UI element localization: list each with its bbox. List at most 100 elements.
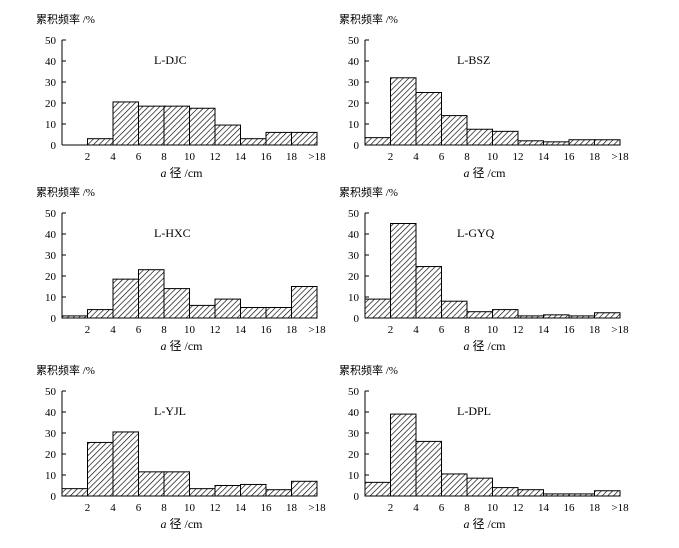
x-tick-label: 10: [184, 502, 196, 514]
x-tick-label: 4: [413, 151, 419, 163]
histogram-bar: [441, 300, 468, 319]
histogram-bar: [138, 269, 165, 319]
y-tick-label: 30: [45, 77, 57, 89]
x-tick-label: 8: [161, 324, 167, 336]
x-tick-label: >18: [308, 151, 326, 163]
x-tick-label: 8: [464, 151, 470, 163]
x-tick-label: 16: [261, 151, 273, 163]
y-tick-label: 10: [348, 119, 360, 131]
histogram-bar: [466, 311, 493, 319]
x-tick-label: 12: [210, 502, 221, 514]
y-tick-label: 30: [348, 77, 360, 89]
x-axis-label: a 径 /cm: [464, 517, 507, 531]
histogram-bar: [163, 288, 190, 319]
histogram-bar: [466, 128, 493, 146]
y-tick-label: 20: [348, 98, 360, 110]
x-tick-label: 6: [439, 324, 445, 336]
histogram-bar: [364, 481, 391, 497]
x-tick-label: 10: [184, 151, 196, 163]
y-tick-label: 0: [51, 140, 57, 152]
panel-title: L-DJC: [154, 53, 187, 67]
histogram-bar: [189, 107, 216, 146]
x-tick-label: 2: [85, 324, 91, 336]
histogram-bar: [87, 138, 114, 146]
x-tick-label: >18: [611, 151, 629, 163]
y-tick-label: 50: [348, 35, 360, 47]
histogram-bar: [364, 298, 391, 319]
y-tick-label: 0: [51, 491, 57, 503]
x-tick-label: 10: [487, 324, 499, 336]
y-tick-label: 10: [348, 470, 360, 482]
histogram-bar: [87, 441, 114, 497]
chart-panel: 累积频率 /% 0 10 20 30 40 50 2 4 6 8 10 12 14 16 18 >18 a 径 /…: [36, 185, 326, 353]
histogram-bar: [138, 471, 165, 497]
x-tick-label: 18: [589, 502, 601, 514]
y-tick-label: 40: [45, 229, 57, 241]
chart-panel: 累积频率 /% 0 10 20 30 40 50 2 4 6 8 10 12 14 16 18 >18 a 径 /…: [339, 12, 629, 180]
x-tick-label: 16: [564, 151, 576, 163]
x-tick-label: 14: [538, 151, 550, 163]
x-tick-label: 12: [513, 502, 524, 514]
y-tick-label: 0: [354, 491, 360, 503]
x-axis-label: a 径 /cm: [464, 166, 507, 180]
x-tick-label: 6: [136, 151, 142, 163]
panel-title: L-HXC: [154, 226, 191, 240]
x-tick-label: >18: [611, 502, 629, 514]
y-tick-label: 50: [348, 386, 360, 398]
x-tick-label: 12: [513, 324, 524, 336]
histogram-bar: [415, 92, 442, 146]
histogram-bar: [594, 139, 621, 146]
x-axis-label: a 径 /cm: [161, 339, 204, 353]
panel-title: L-YJL: [154, 404, 186, 418]
histogram-bar: [189, 304, 216, 319]
panel-title: L-BSZ: [457, 53, 490, 67]
histogram-bar: [265, 307, 292, 319]
panel-title: L-GYQ: [457, 226, 495, 240]
x-tick-label: 18: [589, 151, 601, 163]
histogram-bar: [568, 139, 595, 146]
x-tick-label: 2: [388, 502, 394, 514]
y-tick-label: 20: [45, 449, 57, 461]
histogram-bar: [240, 483, 267, 497]
x-tick-label: 16: [261, 324, 273, 336]
y-axis-label: 累积频率 /%: [339, 185, 398, 199]
y-tick-label: 10: [45, 292, 57, 304]
x-tick-label: 16: [564, 324, 576, 336]
x-tick-label: >18: [611, 324, 629, 336]
panel-title: L-DPL: [457, 404, 491, 418]
y-axis-label: 累积频率 /%: [36, 363, 95, 377]
y-tick-label: 30: [45, 250, 57, 262]
histogram-bar: [291, 286, 318, 319]
x-tick-label: 18: [286, 151, 298, 163]
histogram-bar: [265, 131, 292, 146]
x-tick-label: 16: [261, 502, 273, 514]
histogram-bar: [390, 413, 417, 497]
y-tick-label: 0: [354, 313, 360, 325]
x-tick-label: 4: [110, 151, 116, 163]
x-tick-label: 8: [161, 151, 167, 163]
y-tick-label: 30: [348, 250, 360, 262]
y-tick-label: 40: [348, 229, 360, 241]
histogram-bar: [214, 298, 241, 319]
x-axis-label: a 径 /cm: [161, 517, 204, 531]
y-tick-label: 10: [45, 119, 57, 131]
histogram-bar: [441, 115, 468, 146]
histogram-bar: [291, 131, 318, 146]
y-tick-label: 40: [348, 407, 360, 419]
histogram-bar: [492, 130, 519, 146]
y-tick-label: 40: [45, 56, 57, 68]
histogram-bar: [594, 312, 621, 319]
histogram-bar: [163, 105, 190, 146]
y-axis-label: 累积频率 /%: [339, 12, 398, 26]
histogram-bar: [291, 480, 318, 497]
histogram-bar: [265, 489, 292, 497]
x-axis-label: a 径 /cm: [161, 166, 204, 180]
histogram-bar: [112, 101, 139, 146]
y-axis-label: 累积频率 /%: [36, 185, 95, 199]
x-tick-label: 10: [487, 502, 499, 514]
histogram-bar: [441, 473, 468, 497]
y-tick-label: 50: [45, 35, 57, 47]
x-tick-label: 2: [85, 502, 91, 514]
x-tick-label: 2: [388, 324, 394, 336]
x-tick-label: >18: [308, 324, 326, 336]
